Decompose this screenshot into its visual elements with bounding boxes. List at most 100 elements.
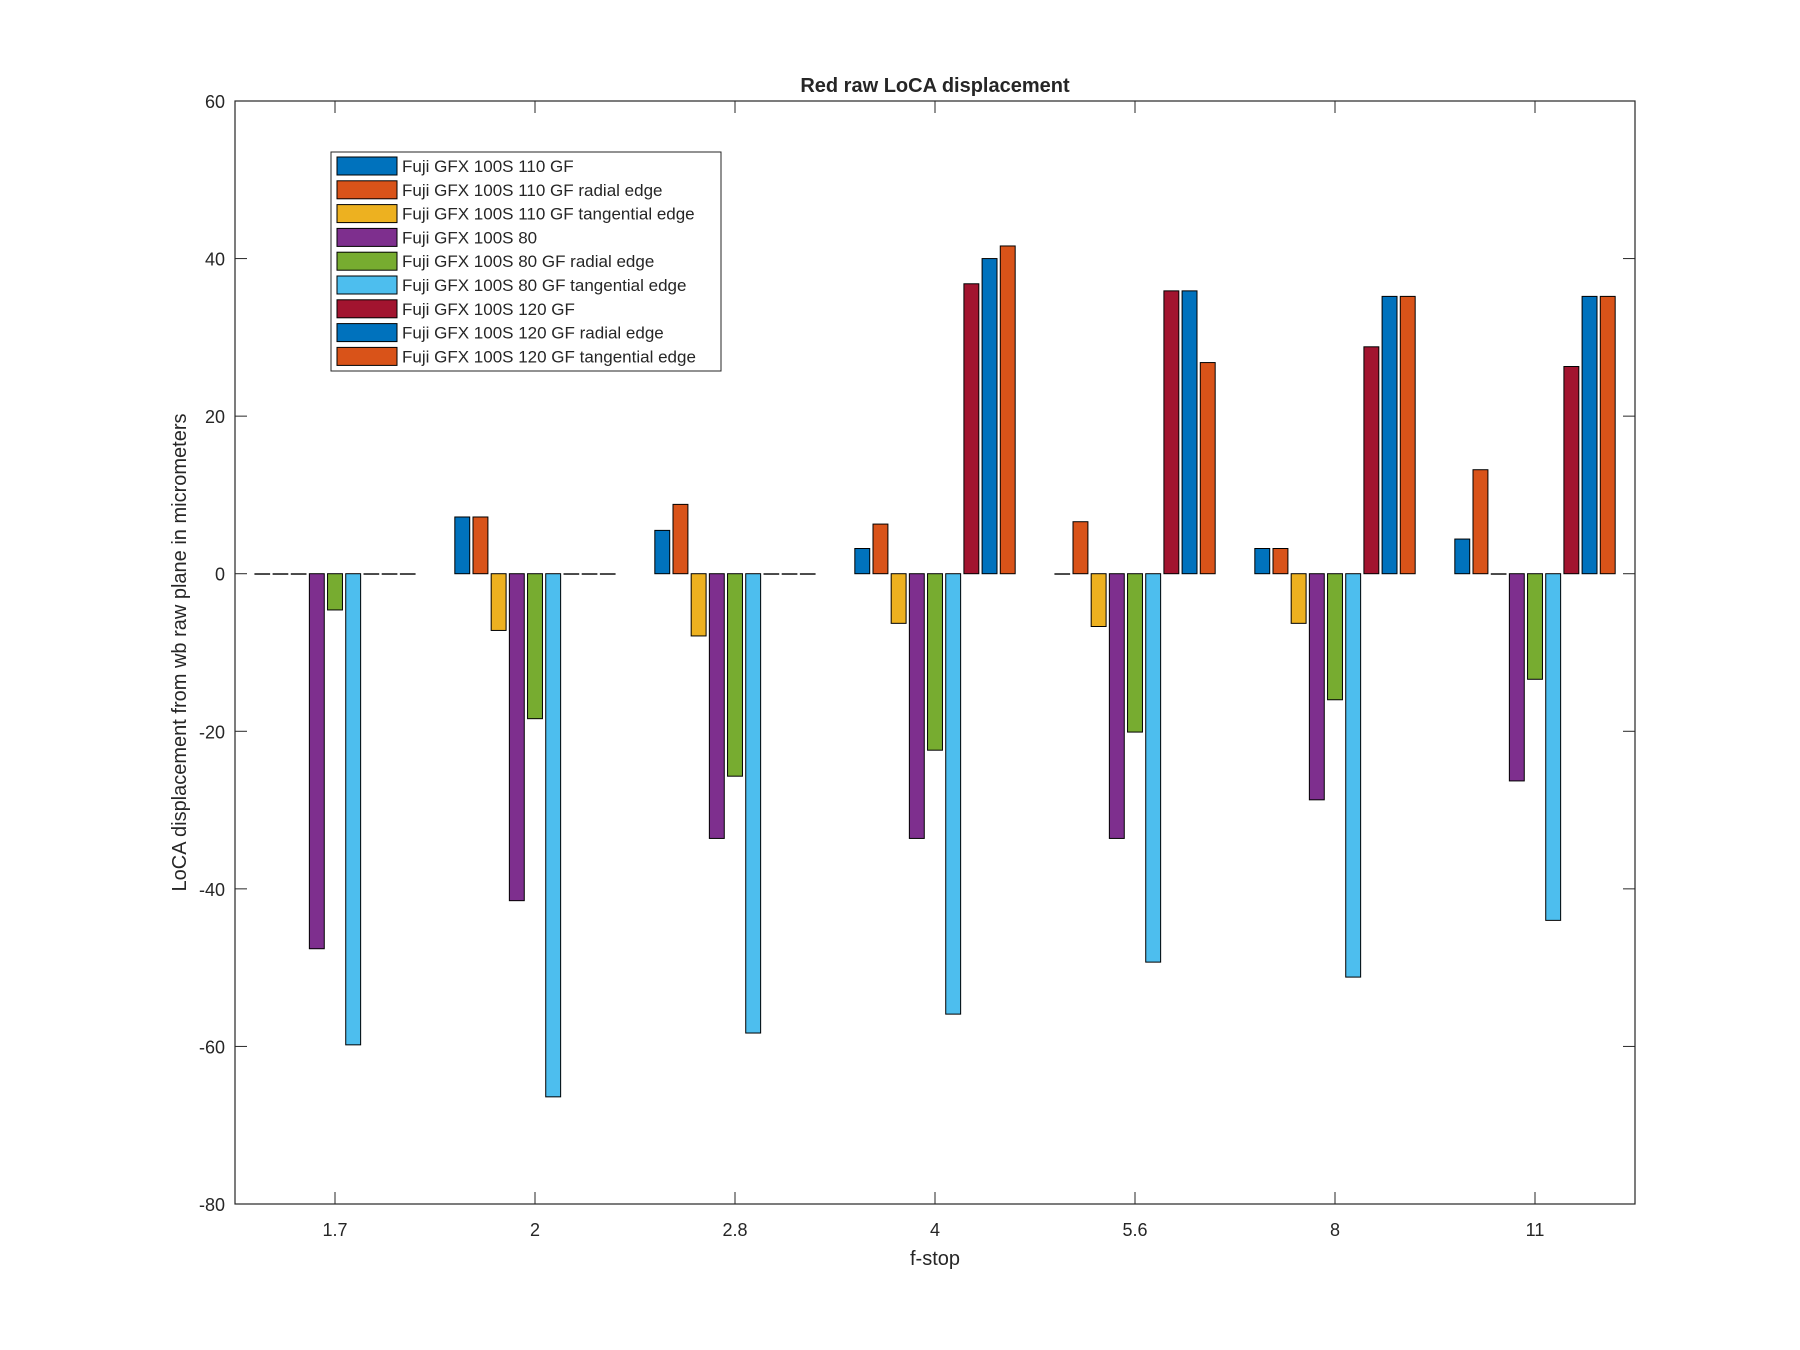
x-tick-label: 11 <box>1526 1220 1545 1240</box>
x-tick-label: 8 <box>1330 1220 1340 1240</box>
bar-4-series-8 <box>981 258 998 575</box>
bar-8-series-4 <box>1308 573 1325 801</box>
bar-4-series-5 <box>927 573 943 751</box>
bar-2-series-2 <box>472 516 489 575</box>
legend-label: Fuji GFX 100S 120 GF tangential edge <box>402 347 696 366</box>
y-tick-label: -20 <box>199 722 225 742</box>
bar-1.7-series-6 <box>345 573 362 1046</box>
x-axis-ticks: 1.7 2 2.8 4 5.6 8 11 <box>322 101 1544 1240</box>
bar-11-series-1 <box>1454 538 1471 575</box>
bar-4-series-6 <box>945 573 962 1015</box>
legend-swatch <box>336 275 398 295</box>
bar-5.6-series-4 <box>1108 573 1125 839</box>
bar-8-series-7 <box>1363 346 1380 575</box>
legend-items: Fuji GFX 100S 110 GF Fuji GFX 100S 110 GF… <box>336 156 696 366</box>
bar-8-series-9 <box>1399 295 1416 575</box>
bar-group <box>254 245 1616 1098</box>
bar-2-series-3 <box>490 573 507 631</box>
x-tick-label: 4 <box>930 1220 940 1240</box>
bar-2.8-series-1 <box>654 529 671 575</box>
bar-1.7-series-7 <box>363 573 380 575</box>
legend-label: Fuji GFX 100S 110 GF tangential edge <box>402 205 695 224</box>
bar-2.8-series-4 <box>708 573 725 839</box>
bar-2.8-series-2 <box>672 503 689 575</box>
bar-1.7-series-5 <box>327 573 343 611</box>
legend-swatch <box>336 156 398 176</box>
bar-4-series-2 <box>872 523 889 575</box>
bar-1.7-series-2 <box>272 573 289 575</box>
bar-2-series-5 <box>527 573 543 720</box>
legend-swatch <box>336 204 398 224</box>
legend-swatch <box>336 299 398 319</box>
bar-1.7-series-1 <box>254 573 271 575</box>
bar-2-series-6 <box>545 573 562 1098</box>
y-axis-ticks: -80 -60 -40 -20 0 20 40 60 <box>199 92 1635 1215</box>
bar-5.6-series-6 <box>1145 573 1162 963</box>
bar-8-series-1 <box>1254 548 1271 575</box>
y-tick-label: -60 <box>199 1037 225 1057</box>
bar-1.7-series-4 <box>308 573 325 950</box>
bar-2.8-series-8 <box>781 573 798 575</box>
y-axis-label: LoCA displacement from wb raw plane in m… <box>169 414 191 892</box>
bar-4-series-7 <box>963 283 980 575</box>
x-tick-label: 1.7 <box>322 1220 347 1240</box>
bar-2-series-7 <box>563 573 580 575</box>
bar-2.8-series-9 <box>799 573 816 575</box>
bar-8-series-5 <box>1327 573 1343 701</box>
legend-label: Fuji GFX 100S 120 GF <box>402 300 575 319</box>
legend-swatch <box>336 346 398 366</box>
bar-5.6-series-9 <box>1199 362 1216 575</box>
bar-1.7-series-9 <box>399 573 416 575</box>
x-tick-label: 5.6 <box>1122 1220 1147 1240</box>
x-tick-label: 2.8 <box>722 1220 747 1240</box>
bar-5.6-series-8 <box>1181 290 1198 575</box>
legend-swatch <box>336 323 398 343</box>
bar-4-series-1 <box>854 548 871 575</box>
bar-2-series-4 <box>508 573 525 902</box>
y-tick-label: 60 <box>205 92 225 112</box>
bar-4-series-4 <box>908 573 925 839</box>
bar-4-series-3 <box>890 573 907 624</box>
y-tick-label: -40 <box>199 880 225 900</box>
legend-swatch <box>336 227 398 247</box>
bar-2-series-9 <box>599 573 616 575</box>
bar-5.6-series-7 <box>1163 290 1180 575</box>
bar-11-series-3 <box>1490 573 1507 575</box>
legend-label: Fuji GFX 100S 80 <box>402 228 537 247</box>
bar-2.8-series-6 <box>745 573 762 1034</box>
legend-label: Fuji GFX 100S 110 GF <box>402 157 574 176</box>
bar-1.7-series-3 <box>290 573 307 575</box>
legend-label: Fuji GFX 100S 80 GF radial edge <box>402 252 654 271</box>
bar-11-series-8 <box>1581 295 1598 575</box>
bar-2-series-1 <box>454 516 471 575</box>
y-tick-label: 40 <box>205 250 225 270</box>
x-axis-label: f-stop <box>910 1248 960 1270</box>
bar-11-series-7 <box>1563 366 1580 575</box>
x-tick-label: 2 <box>530 1220 540 1240</box>
bar-2-series-8 <box>581 573 598 575</box>
y-tick-label: 0 <box>215 565 225 585</box>
bar-4-series-9 <box>999 245 1016 575</box>
legend-swatch <box>336 251 398 271</box>
bar-2.8-series-5 <box>727 573 743 777</box>
legend-label: Fuji GFX 100S 110 GF radial edge <box>402 181 663 200</box>
y-tick-label: 20 <box>205 407 225 427</box>
legend-label: Fuji GFX 100S 120 GF radial edge <box>402 324 664 343</box>
y-tick-label: -80 <box>199 1195 225 1215</box>
bar-8-series-3 <box>1290 573 1307 624</box>
legend-label: Fuji GFX 100S 80 GF tangential edge <box>402 276 686 295</box>
chart-title: Red raw LoCA displacement <box>800 75 1070 97</box>
bar-11-series-2 <box>1472 469 1489 575</box>
bar-5.6-series-2 <box>1072 521 1089 575</box>
bar-5.6-series-5 <box>1127 573 1143 733</box>
bar-2.8-series-7 <box>763 573 780 575</box>
legend-swatch <box>336 180 398 200</box>
bar-11-series-9 <box>1599 295 1616 575</box>
bar-8-series-2 <box>1272 548 1289 575</box>
legend: Fuji GFX 100S 110 GF Fuji GFX 100S 110 GF… <box>330 151 722 372</box>
bar-8-series-6 <box>1345 573 1362 978</box>
bar-1.7-series-8 <box>381 573 398 575</box>
bar-2.8-series-3 <box>690 573 707 637</box>
bar-5.6-series-3 <box>1090 573 1107 628</box>
bar-11-series-5 <box>1527 573 1543 680</box>
